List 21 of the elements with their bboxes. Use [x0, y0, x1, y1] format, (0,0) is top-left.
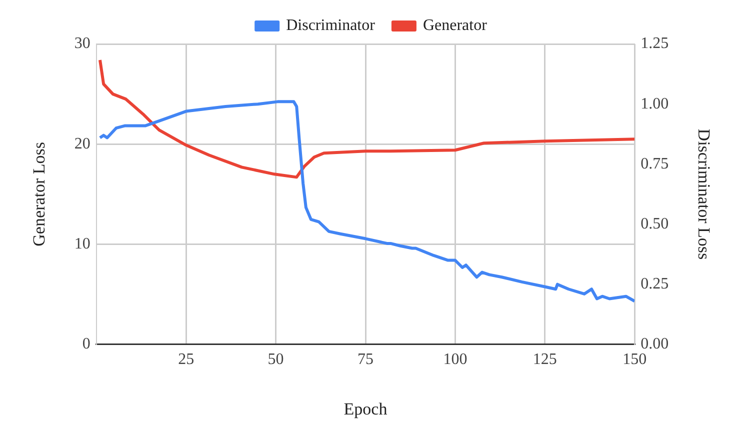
x-tick-label: 75 [358, 351, 374, 368]
y2-tick-label: 0.00 [640, 336, 669, 353]
y2-tick-label: 1.00 [640, 95, 669, 112]
x-tick-label: 25 [178, 351, 194, 368]
y-tick-label: 0 [82, 336, 90, 353]
y2-tick-label: 0.25 [640, 276, 669, 293]
x-tick-label: 100 [443, 351, 468, 368]
y2-tick-label: 0.50 [640, 215, 669, 232]
x-tick-label: 125 [532, 351, 557, 368]
y2-tick-label: 1.25 [640, 35, 669, 52]
y-tick-label: 30 [74, 35, 90, 52]
y-axis-title: Generator Loss [30, 142, 49, 246]
y-tick-label: 10 [74, 235, 90, 252]
y2-axis-title: Discriminator Loss [694, 128, 714, 260]
y-tick-label: 20 [74, 135, 90, 152]
x-axis-title: Epoch [344, 399, 388, 418]
legend-label: Generator [422, 17, 488, 34]
x-tick-label: 50 [268, 351, 284, 368]
y2-tick-label: 0.75 [640, 155, 669, 172]
x-tick-label: 150 [622, 351, 647, 368]
legend-label: Discriminator [286, 17, 376, 34]
